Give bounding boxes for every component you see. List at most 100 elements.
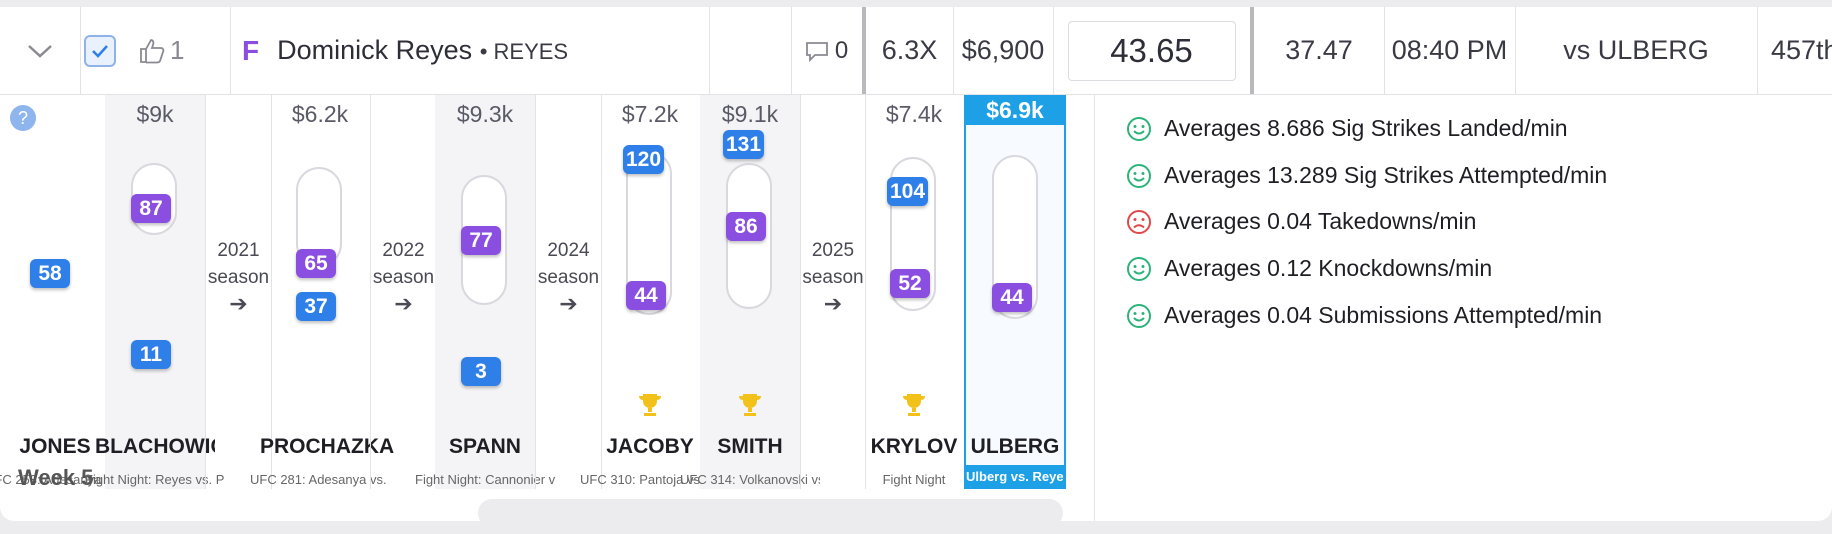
event-name: UFC 314: Volkanovski vs. Lopes	[680, 472, 820, 487]
fight-column[interactable]: $9.3k 77 3 SPANN Fight Night: Cannonier …	[415, 95, 555, 489]
season-label: season	[372, 267, 435, 288]
stat-text: Averages 0.12 Knockdowns/min	[1164, 255, 1493, 281]
arrow-right-icon: ➔	[823, 291, 843, 316]
fight-column[interactable]: $9k 87 11 BLACHOWICZ Fight Night: Reyes …	[85, 95, 225, 489]
season-label: season	[207, 267, 270, 288]
salary: $6,900	[953, 7, 1054, 94]
fight-time: 08:40 PM	[1384, 7, 1516, 94]
season-divider: 2022 season ➔	[370, 95, 437, 489]
score-badge-purple: 77	[461, 226, 501, 255]
score-badge-purple: 86	[726, 212, 766, 241]
season-year: 2021	[217, 240, 260, 261]
horizontal-scrollbar[interactable]	[478, 499, 1063, 521]
player-nickname: • REYES	[479, 39, 569, 64]
average-points: 37.47	[1254, 7, 1385, 94]
opponent-name: ULBERG	[970, 435, 1060, 458]
stat-item: Averages 0.12 Knockdowns/min	[1126, 255, 1492, 282]
projection-cell[interactable]: 43.65	[1053, 7, 1254, 94]
opponent-name: PROCHAZKA	[260, 435, 395, 458]
season-label: season	[537, 267, 600, 288]
fight-column[interactable]: $7.4k 104 52 KRYLOV Fight Night	[864, 95, 964, 489]
fight-price: $6.9k	[966, 95, 1064, 125]
event-name: Fight Night	[882, 472, 946, 487]
check-icon	[92, 44, 108, 58]
stat-text: Averages 0.04 Submissions Attempted/min	[1164, 302, 1603, 328]
score-badge-blue: 104	[887, 177, 929, 206]
expand-toggle[interactable]	[0, 7, 81, 94]
smile-icon	[1127, 163, 1151, 188]
smile-icon	[1127, 303, 1151, 328]
stat-item: Averages 8.686 Sig Strikes Landed/min	[1126, 115, 1568, 142]
score-badge-purple: 87	[131, 194, 171, 223]
player-name: Dominick Reyes	[277, 35, 473, 65]
trophy-icon	[903, 394, 925, 416]
comments-button[interactable]: 0	[791, 7, 866, 94]
season-year: 2022	[382, 240, 425, 261]
arrow-right-icon: ➔	[559, 291, 578, 316]
score-badge-purple: 52	[890, 269, 930, 298]
stat-text: Averages 8.686 Sig Strikes Landed/min	[1164, 115, 1568, 141]
stat-item: Averages 13.289 Sig Strikes Attempted/mi…	[1126, 162, 1607, 189]
arrow-right-icon: ➔	[229, 291, 248, 316]
thumbs-up-icon	[140, 38, 165, 63]
opponent-name: KRYLOV	[870, 435, 958, 458]
chevron-down-icon	[27, 35, 53, 66]
stat-text: Averages 0.04 Takedowns/min	[1164, 208, 1477, 234]
week-label: Week 5	[18, 465, 94, 490]
empty-cell	[710, 7, 792, 94]
projection-input[interactable]: 43.65	[1067, 20, 1236, 81]
season-year: 2025	[811, 240, 855, 261]
score-badge-purple: 44	[992, 283, 1032, 312]
score-badge-blue: 120	[623, 145, 665, 174]
opponent-name: JACOBY	[606, 435, 694, 458]
trophy-icon	[739, 394, 761, 416]
fight-price: $9.1k	[721, 101, 779, 127]
stat-text: Averages 13.289 Sig Strikes Attempted/mi…	[1164, 162, 1608, 188]
season-divider: 2024 season ➔	[535, 95, 602, 489]
score-badge-blue: 11	[131, 340, 171, 369]
score-badge-blue: 58	[30, 259, 70, 288]
fight-column[interactable]: $7.2k 120 44 JACOBY UFC 310: Pantoja vs.…	[580, 95, 720, 489]
player-card: 1 F Dominick Reyes • REYES 0 6.3X $6,900…	[0, 7, 1832, 521]
likes-count: 1	[170, 35, 185, 65]
select-and-like	[80, 7, 204, 94]
opponent-name: JONES	[19, 435, 91, 458]
smile-icon	[1127, 256, 1151, 281]
score-badge-purple: 65	[296, 249, 336, 278]
fight-price: $9.3k	[456, 101, 514, 127]
season-divider: 2021 season ➔	[205, 95, 272, 489]
fight-history-panel: ? 58 JONES UFC 253: Adesanya vs. Costa W…	[0, 95, 1832, 521]
fight-column[interactable]: 58 JONES UFC 253: Adesanya vs. Costa	[0, 95, 125, 489]
comments-count: 0	[834, 36, 849, 64]
opponent-name: BLACHOWICZ	[95, 435, 215, 458]
fight-column-current[interactable]: $6.9k 44 ULBERG Ulberg vs. Reyes	[964, 95, 1066, 489]
stat-item: Averages 0.04 Takedowns/min	[1126, 208, 1476, 235]
help-icon[interactable]: ?	[10, 105, 36, 131]
stat-item: Averages 0.04 Submissions Attempted/min	[1126, 302, 1602, 329]
fight-column[interactable]: $9.1k 131 86 SMITH UFC 314: Volkanovski …	[680, 95, 820, 489]
score-badge-blue: 3	[461, 357, 501, 386]
position-badge: F	[242, 34, 260, 66]
trophy-icon	[639, 394, 661, 416]
like-button[interactable]: 1	[138, 7, 231, 94]
event-name: UFC 310: Pantoja vs. Asakura	[580, 472, 720, 487]
score-badge-blue: 131	[723, 130, 765, 159]
fight-price: $6.2k	[291, 101, 349, 127]
opponent-name: SMITH	[717, 435, 783, 458]
score-badge-blue: 37	[296, 292, 336, 321]
fight-price: $9k	[136, 101, 174, 127]
player-name-cell[interactable]: F Dominick Reyes • REYES	[230, 7, 710, 94]
arrow-right-icon: ➔	[394, 291, 413, 316]
fight-column[interactable]: $6.2k 65 37 PROCHAZKA UFC 281: Adesanya …	[250, 95, 394, 489]
fight-price: $7.2k	[621, 101, 679, 127]
event-name: Fight Night: Reyes vs. Prochazka	[85, 472, 225, 487]
event-name: Ulberg vs. Reyes	[966, 465, 1064, 489]
opponent-name: SPANN	[449, 435, 521, 458]
multiplier: 6.3X	[866, 7, 954, 94]
panel-divider	[1094, 95, 1095, 521]
score-badge-purple: 44	[626, 281, 666, 310]
season-label: season	[802, 267, 864, 288]
comment-icon	[805, 41, 828, 62]
season-divider: 2025 season ➔	[800, 95, 866, 489]
select-checkbox[interactable]	[84, 34, 116, 67]
